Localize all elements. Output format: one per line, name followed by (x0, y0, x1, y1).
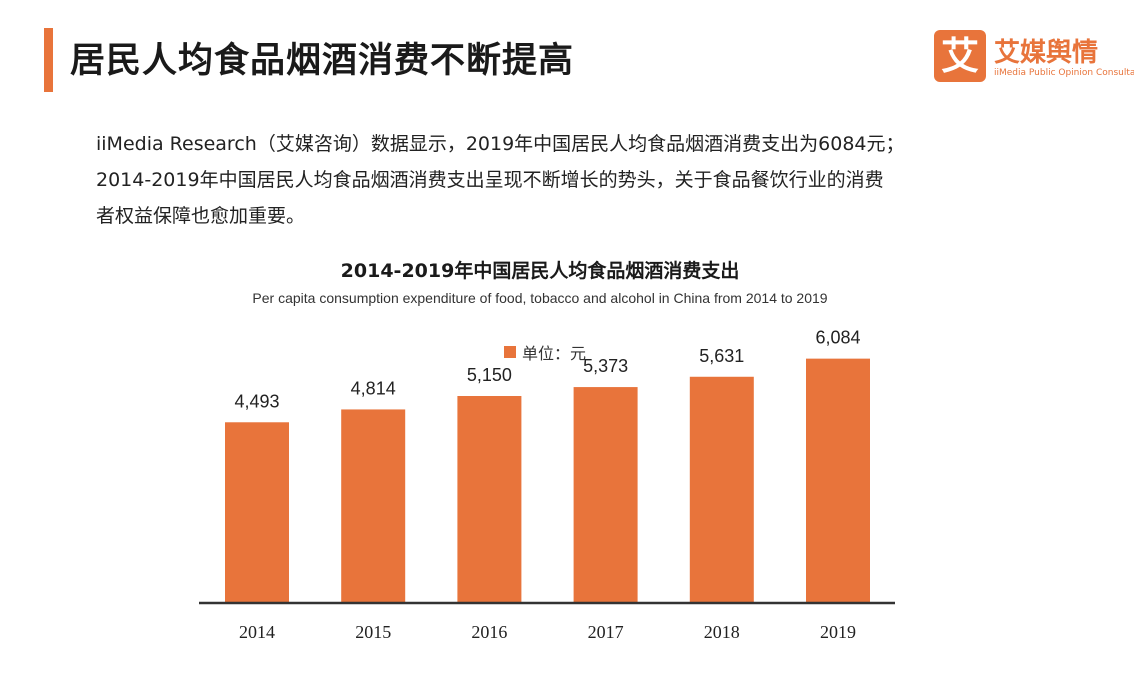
legend-swatch (504, 346, 516, 358)
bar-2018 (689, 376, 754, 602)
x-tick-label-2014: 2014 (239, 622, 275, 642)
chart-legend: 单位：元 (504, 340, 586, 364)
intro-line: iiMedia Research（艾媒咨询）数据显示，2019年中国居民人均食品… (96, 133, 905, 155)
bar-2017 (573, 387, 638, 602)
logo-subtitle: iiMedia Public Opinion Consultation (994, 68, 1134, 78)
x-tick-label-2019: 2019 (820, 622, 856, 642)
page-title: 居民人均食品烟酒消费不断提高 (70, 41, 575, 81)
logo-name: 艾媒舆情 (994, 38, 1099, 68)
value-label-2014: 4,493 (234, 391, 279, 411)
iimedia-logo: 艾 艾媒舆情 iiMedia Public Opinion Consultati… (934, 30, 1134, 86)
chart-title: 2014-2019年中国居民人均食品烟酒消费支出 (340, 260, 740, 282)
legend-label: 单位：元 (522, 344, 587, 363)
bar-2014 (225, 422, 289, 602)
intro-line: 2014-2019年中国居民人均食品烟酒消费支出呈现不断增长的势头，关于食品餐饮… (96, 169, 884, 191)
bar-2019 (806, 358, 870, 602)
logo-mark-icon: 艾 (934, 30, 986, 82)
intro-line: 者权益保障也愈加重要。 (96, 205, 306, 227)
x-tick-label-2017: 2017 (588, 622, 624, 642)
intro-paragraph: iiMedia Research（艾媒咨询）数据显示，2019年中国居民人均食品… (96, 126, 1016, 234)
x-tick-label-2016: 2016 (471, 622, 507, 642)
value-label-2016: 5,150 (467, 365, 512, 385)
chart-subtitle: Per capita consumption expenditure of fo… (252, 290, 828, 306)
value-label-2017: 5,373 (583, 356, 628, 376)
value-label-2019: 6,084 (815, 328, 860, 348)
bar-2016 (457, 396, 522, 602)
value-label-2018: 5,631 (699, 346, 744, 366)
x-tick-label-2015: 2015 (355, 622, 391, 642)
title-accent-bar (44, 28, 53, 92)
x-tick-label-2018: 2018 (704, 622, 740, 642)
bar-2015 (341, 409, 406, 602)
value-label-2015: 4,814 (351, 378, 396, 398)
